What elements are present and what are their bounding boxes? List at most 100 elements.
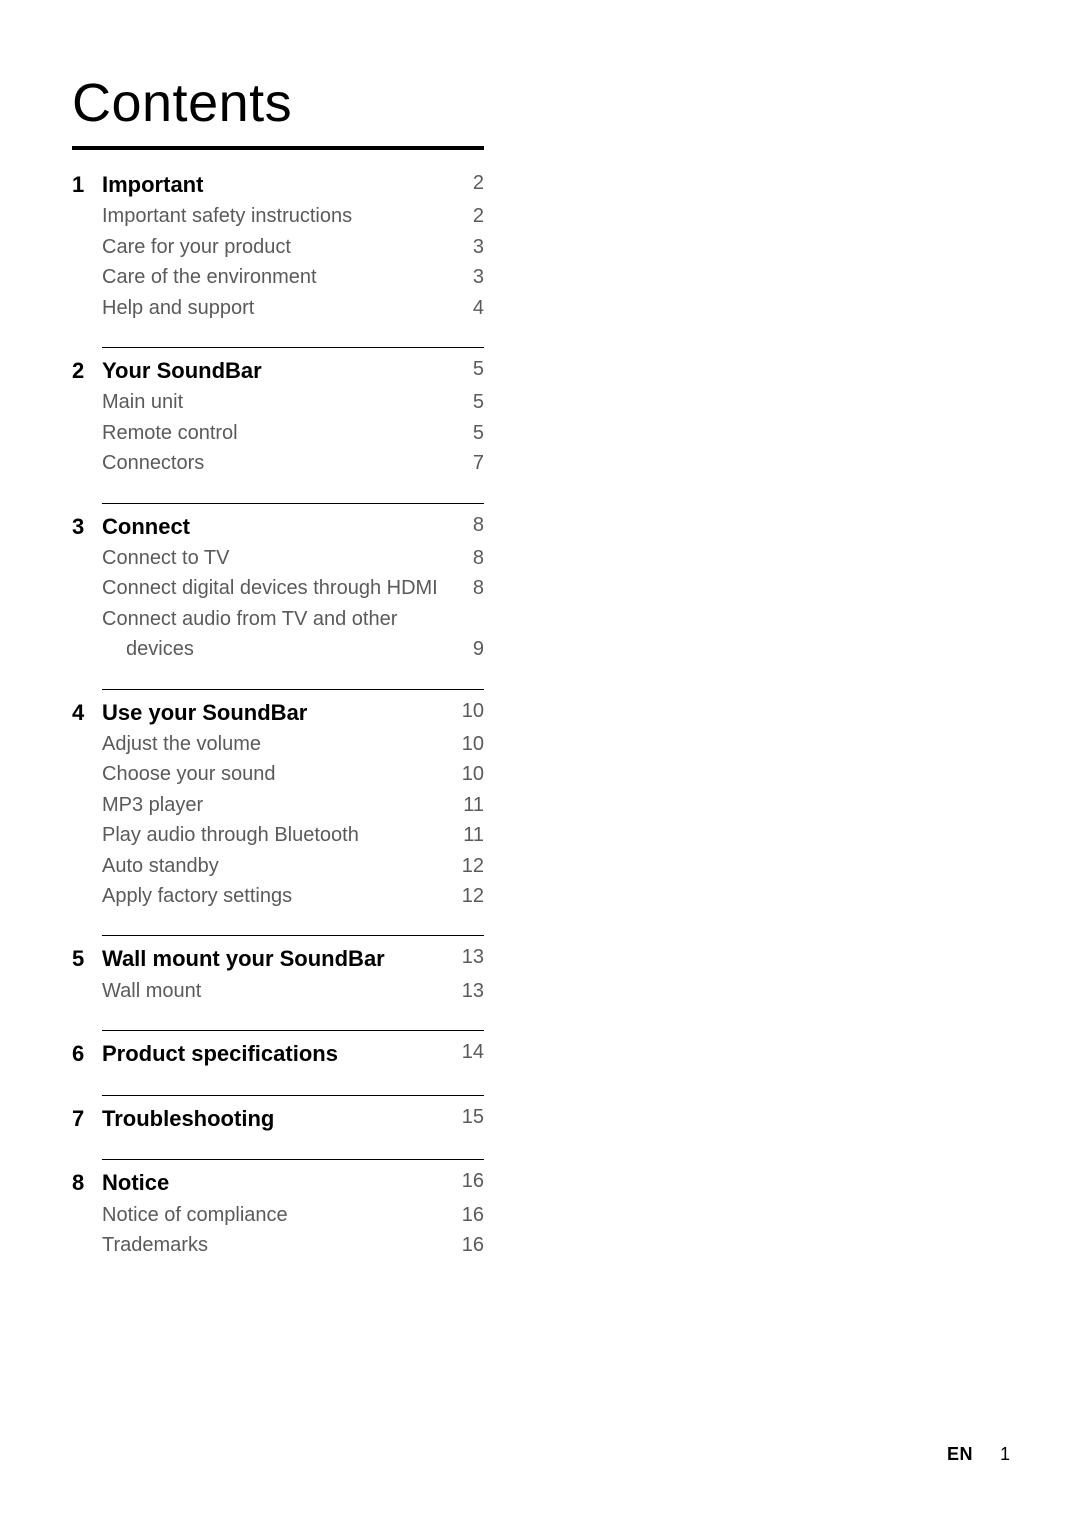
toc-item-label: Connect audio from TV and other	[102, 604, 456, 634]
section-page: 13	[456, 942, 484, 975]
section-number: 2	[72, 354, 102, 387]
toc-item-continuation-label: devices	[102, 634, 456, 664]
section-number: 4	[72, 696, 102, 729]
section-title: Connect	[102, 510, 456, 543]
toc-item-spacer	[72, 543, 102, 573]
section-number: 5	[72, 942, 102, 975]
toc-item: Care for your product3	[72, 232, 484, 262]
toc-item-spacer	[72, 1200, 102, 1230]
toc-item-page: 16	[456, 1230, 484, 1260]
toc-item-spacer	[72, 604, 102, 634]
footer-page-number: 1	[1000, 1444, 1010, 1464]
section-number: 6	[72, 1037, 102, 1070]
toc-item-label: Main unit	[102, 387, 456, 417]
toc-item: Remote control5	[72, 418, 484, 448]
toc-item-spacer	[72, 418, 102, 448]
section-title: Important	[102, 168, 456, 201]
section-number: 3	[72, 510, 102, 543]
toc-item: Connect to TV8	[72, 543, 484, 573]
section-title: Your SoundBar	[102, 354, 456, 387]
toc-item: Wall mount13	[72, 976, 484, 1006]
section-page: 16	[456, 1166, 484, 1199]
toc-sections: 1Important2Important safety instructions…	[72, 168, 520, 1260]
toc-item-page: 3	[456, 262, 484, 292]
toc-section-header: 7Troubleshooting15	[72, 1102, 484, 1135]
section-title: Wall mount your SoundBar	[102, 942, 456, 975]
toc-item: Care of the environment3	[72, 262, 484, 292]
toc-item-label: Connect digital devices through HDMI	[102, 573, 456, 603]
toc-item-spacer	[72, 262, 102, 292]
toc-item-spacer	[72, 448, 102, 478]
toc-item-label: Adjust the volume	[102, 729, 456, 759]
toc-item-page: 2	[456, 201, 484, 231]
section-page: 8	[456, 510, 484, 543]
section-divider	[102, 347, 484, 348]
toc-item-spacer	[72, 293, 102, 323]
toc-section: 8Notice16Notice of compliance16Trademark…	[72, 1159, 520, 1260]
toc-item-label: Help and support	[102, 293, 456, 323]
toc-section: 5Wall mount your SoundBar13Wall mount13	[72, 935, 520, 1006]
toc-item-page: 5	[456, 418, 484, 448]
section-page: 5	[456, 354, 484, 387]
toc-section-header: 3Connect8	[72, 510, 484, 543]
toc-item-page: 4	[456, 293, 484, 323]
toc-item-spacer	[72, 729, 102, 759]
section-page: 10	[456, 696, 484, 729]
toc-item-spacer	[72, 1230, 102, 1260]
toc-item-page: 3	[456, 232, 484, 262]
page-title: Contents	[72, 72, 520, 134]
toc-item-page: 12	[456, 881, 484, 911]
toc-section: 3Connect8Connect to TV8Connect digital d…	[72, 503, 520, 665]
section-divider	[102, 1030, 484, 1031]
toc-item-page: 8	[456, 543, 484, 573]
toc-item-label: Connectors	[102, 448, 456, 478]
toc-item: Main unit5	[72, 387, 484, 417]
toc-item-spacer	[72, 573, 102, 603]
section-number: 1	[72, 168, 102, 201]
toc-item-label: Important safety instructions	[102, 201, 456, 231]
toc-item-label: Auto standby	[102, 851, 456, 881]
section-number: 7	[72, 1102, 102, 1135]
section-title: Notice	[102, 1166, 456, 1199]
toc-section: 2Your SoundBar5Main unit5Remote control5…	[72, 347, 520, 479]
toc-item-continuation-page: 9	[456, 634, 484, 664]
toc-item: Connect audio from TV and other	[72, 604, 484, 634]
toc-item-spacer	[72, 232, 102, 262]
section-page: 15	[456, 1102, 484, 1135]
toc-item-label: Apply factory settings	[102, 881, 456, 911]
toc-item: Trademarks16	[72, 1230, 484, 1260]
toc-item: Play audio through Bluetooth11	[72, 820, 484, 850]
toc-item-page: 12	[456, 851, 484, 881]
toc-item: Help and support4	[72, 293, 484, 323]
toc-item: Notice of compliance16	[72, 1200, 484, 1230]
toc-item: Auto standby12	[72, 851, 484, 881]
toc-item: Important safety instructions2	[72, 201, 484, 231]
toc-item-label: Choose your sound	[102, 759, 456, 789]
toc-section-header: 4Use your SoundBar10	[72, 696, 484, 729]
toc-item-label: Trademarks	[102, 1230, 456, 1260]
toc-section-header: 5Wall mount your SoundBar13	[72, 942, 484, 975]
toc-item-label: Wall mount	[102, 976, 456, 1006]
toc-item: Connect digital devices through HDMI8	[72, 573, 484, 603]
section-title: Use your SoundBar	[102, 696, 456, 729]
toc-item-spacer	[72, 759, 102, 789]
toc-item-label: Notice of compliance	[102, 1200, 456, 1230]
toc-item-spacer	[72, 790, 102, 820]
toc-section: 1Important2Important safety instructions…	[72, 168, 520, 323]
toc-item-page: 11	[456, 820, 484, 850]
toc-item: MP3 player11	[72, 790, 484, 820]
toc-item-label: Care for your product	[102, 232, 456, 262]
section-page: 2	[456, 168, 484, 201]
toc-item: Adjust the volume10	[72, 729, 484, 759]
toc-section: 4Use your SoundBar10Adjust the volume10C…	[72, 689, 520, 912]
toc-item-label: MP3 player	[102, 790, 456, 820]
toc-item-label: Care of the environment	[102, 262, 456, 292]
toc-item-page: 5	[456, 387, 484, 417]
toc-section: 7Troubleshooting15	[72, 1095, 520, 1135]
toc-item-page: 10	[456, 729, 484, 759]
toc-item-label: Connect to TV	[102, 543, 456, 573]
section-title: Troubleshooting	[102, 1102, 456, 1135]
section-divider	[102, 935, 484, 936]
toc-section: 6Product specifications14	[72, 1030, 520, 1070]
toc-section-header: 6Product specifications14	[72, 1037, 484, 1070]
